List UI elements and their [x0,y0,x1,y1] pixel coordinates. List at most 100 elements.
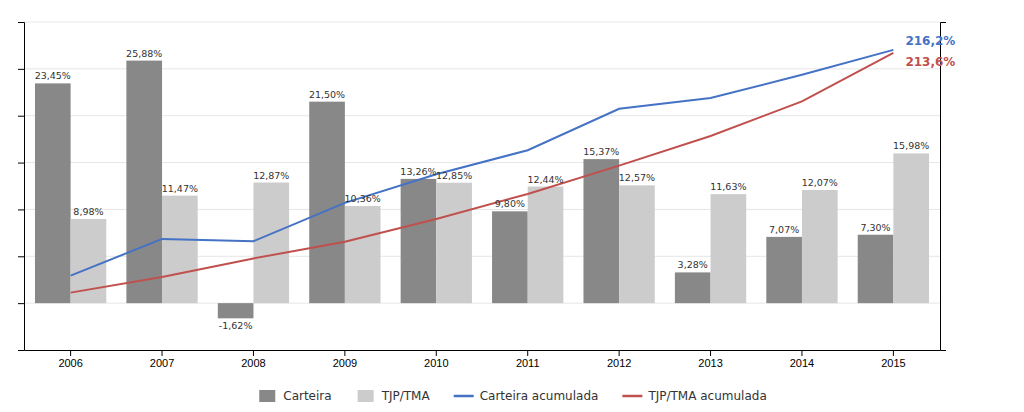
legend-swatch [454,395,474,398]
data-label: 15,37% [583,146,619,157]
bar [218,303,254,318]
bar [401,179,437,303]
y2-axis-line [941,23,947,351]
data-label: 8,98% [73,206,103,217]
x-tick-mark [527,350,528,356]
bar [309,102,345,303]
x-tick-label: 2009 [333,357,357,369]
data-label: 7,07% [769,224,799,235]
x-tick-label: 2012 [607,357,631,369]
bar [675,272,711,303]
x-tick-mark [162,350,163,356]
legend-item: TJP/TMA [358,389,431,403]
x-tick: 2012 [607,350,631,369]
bar [35,83,71,303]
x-tick: 2009 [333,350,357,369]
data-label: 10,36% [345,193,381,204]
x-tick-mark [70,350,71,356]
chart-svg: 2006 2007 2008 2009 2010 2011 2012 2013 2014 2015… [0,0,1024,412]
x-tick: 2006 [58,350,82,369]
bar [858,235,894,303]
x-tick-mark [801,350,802,356]
data-labels: 23,45%25,88%-1,62%21,50%13,26%9,80%15,37… [35,48,930,332]
data-label: 7,30% [860,222,890,233]
chart-container: 2006 2007 2008 2009 2010 2011 2012 2013 2014 2015… [0,0,1024,412]
bar [345,206,381,303]
data-label: 13,26% [400,166,436,177]
x-tick-mark [436,350,437,356]
y-tick-mark [18,116,24,117]
y-tick-mark [18,303,24,304]
bar [126,61,162,304]
end-label: 216,2% [905,34,955,48]
legend-swatch [358,390,374,402]
bar [253,183,289,304]
x-tick-label: 2007 [150,357,174,369]
bar [162,196,198,303]
x-tick: 2008 [241,350,265,369]
line [71,50,894,276]
data-label: 11,47% [162,183,198,194]
bar [583,159,619,303]
data-label: 9,80% [495,198,525,209]
y-axis [18,23,25,351]
x-tick: 2013 [698,350,722,369]
x-tick-mark [893,350,894,356]
y-tick-mark [18,256,24,257]
data-label: -1,62% [219,320,253,331]
x-tick-label: 2015 [881,357,905,369]
y-axis-line [18,23,25,351]
legend-label: Carteira [283,389,331,403]
x-axis: 2006 2007 2008 2009 2010 2011 2012 2013 2014 2015 [25,350,941,369]
data-label: 11,63% [710,181,746,192]
y-tick-mark [18,209,24,210]
legend-label: TJP/TMA [381,389,431,403]
data-label: 15,98% [893,140,929,151]
x-tick-mark [619,350,620,356]
bar [766,237,802,303]
plot-area [35,50,929,318]
x-tick: 2015 [881,350,905,369]
bar [802,190,838,303]
data-label: 21,50% [309,89,345,100]
line [71,53,894,293]
x-tick-label: 2006 [58,357,82,369]
x-tick-mark [253,350,254,356]
annotations: 216,2% 213,6% [905,34,955,69]
data-label: 25,88% [126,48,162,59]
legend-label: TJP/TMA acumulada [647,389,766,403]
data-label: 12,87% [253,170,289,181]
bar [528,187,564,304]
legend-swatch [622,395,642,398]
x-tick: 2011 [516,350,540,369]
x-tick-label: 2008 [241,357,265,369]
x-tick: 2014 [790,350,814,369]
bar [711,194,747,303]
x-tick-label: 2010 [424,357,448,369]
x-tick-mark [344,350,345,356]
legend-swatch [259,390,275,402]
bar [893,153,929,303]
bar [619,185,655,303]
legend-item: TJP/TMA acumulada [622,389,766,403]
data-label: 12,57% [619,172,655,183]
y-tick [18,163,24,164]
x-tick-label: 2013 [698,357,722,369]
y-tick [18,22,24,23]
y-tick [18,209,24,210]
grid-line [24,22,940,23]
data-label: 12,07% [802,177,838,188]
legend-label: Carteira acumulada [480,389,599,403]
bar [436,183,472,303]
y-tick-mark [18,22,24,23]
bar-series [35,61,893,319]
legend-item: Carteira [259,389,331,403]
y-tick-mark [18,163,24,164]
end-label: 213,6% [905,55,955,69]
data-label: 12,44% [527,174,563,185]
x-tick: 2007 [150,350,174,369]
bar-series [71,153,929,303]
x-tick-label: 2011 [516,357,540,369]
y-tick [18,116,24,117]
y-tick [18,69,24,70]
